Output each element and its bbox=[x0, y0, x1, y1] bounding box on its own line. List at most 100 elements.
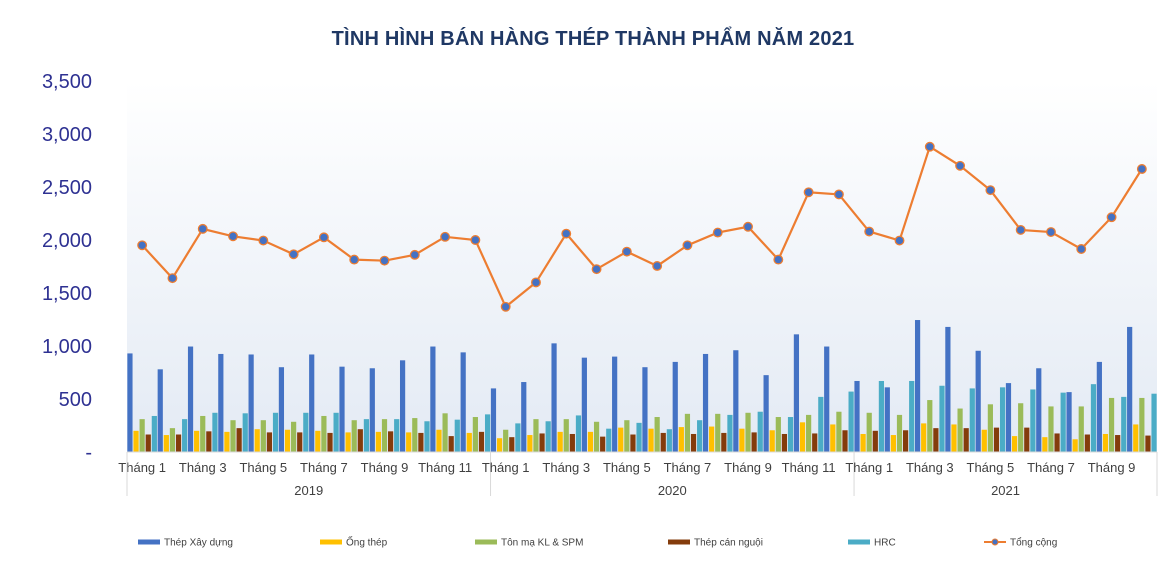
x-tick-label: Tháng 3 bbox=[542, 460, 590, 475]
bar bbox=[200, 415, 206, 452]
bar bbox=[733, 350, 739, 452]
bar bbox=[448, 436, 454, 452]
bar bbox=[182, 419, 188, 452]
x-tick-label: Tháng 11 bbox=[782, 460, 836, 475]
bar bbox=[630, 434, 636, 452]
bar bbox=[357, 429, 363, 452]
bar bbox=[248, 354, 254, 452]
total-marker bbox=[1076, 244, 1087, 254]
bar bbox=[127, 353, 133, 452]
bar bbox=[321, 415, 327, 452]
bar bbox=[684, 413, 691, 452]
bar bbox=[254, 429, 260, 452]
bar bbox=[775, 417, 781, 452]
bar bbox=[1030, 389, 1036, 452]
bar bbox=[1139, 397, 1145, 452]
bar bbox=[678, 427, 684, 452]
total-marker bbox=[682, 240, 693, 251]
total-marker bbox=[500, 301, 511, 312]
bar bbox=[363, 419, 370, 452]
y-tick-label: 2,500 bbox=[42, 177, 92, 199]
bar bbox=[375, 431, 381, 452]
bar bbox=[1018, 403, 1024, 452]
bar bbox=[187, 346, 194, 452]
bar bbox=[939, 385, 945, 452]
bar bbox=[1127, 326, 1133, 452]
x-tick-label: Tháng 7 bbox=[300, 460, 348, 475]
bar bbox=[769, 430, 775, 452]
bar bbox=[702, 353, 709, 452]
bar bbox=[412, 418, 418, 452]
bar bbox=[715, 413, 721, 452]
total-marker bbox=[197, 223, 208, 234]
year-label: 2021 bbox=[991, 483, 1020, 498]
bar bbox=[854, 380, 860, 452]
bar bbox=[793, 334, 800, 452]
bar bbox=[612, 356, 618, 452]
total-marker bbox=[591, 264, 602, 275]
bar bbox=[533, 419, 539, 452]
bar bbox=[484, 414, 491, 452]
total-marker bbox=[470, 235, 481, 245]
bar bbox=[406, 432, 412, 452]
bar bbox=[133, 430, 139, 452]
bar bbox=[218, 353, 224, 452]
bar bbox=[799, 422, 806, 452]
bar bbox=[369, 368, 375, 452]
bar bbox=[388, 431, 394, 452]
bar bbox=[697, 420, 703, 452]
bar bbox=[1078, 406, 1084, 452]
bar bbox=[890, 435, 896, 452]
bar bbox=[145, 434, 151, 452]
legend-swatch bbox=[668, 539, 690, 545]
bar bbox=[587, 431, 594, 452]
bar bbox=[763, 375, 769, 452]
bar bbox=[957, 408, 963, 452]
bar bbox=[224, 431, 230, 452]
bar bbox=[1011, 436, 1018, 452]
legend-label: Ống thép bbox=[346, 535, 388, 549]
bar bbox=[1060, 392, 1066, 452]
bar bbox=[842, 430, 848, 452]
x-tick-label: Tháng 5 bbox=[967, 460, 1015, 475]
bar bbox=[654, 417, 660, 452]
total-marker bbox=[137, 240, 148, 251]
total-marker bbox=[712, 227, 723, 238]
bar bbox=[1133, 424, 1139, 452]
bar bbox=[781, 433, 788, 452]
bar bbox=[527, 435, 533, 452]
bar bbox=[672, 361, 678, 452]
bar bbox=[600, 436, 606, 452]
bar bbox=[866, 412, 872, 452]
bar bbox=[1108, 397, 1115, 452]
bar bbox=[878, 380, 885, 452]
total-marker bbox=[924, 141, 935, 152]
bar bbox=[593, 421, 600, 452]
x-tick-label: Tháng 1 bbox=[845, 460, 893, 475]
legend-swatch-marker bbox=[991, 538, 999, 546]
bar bbox=[987, 404, 993, 452]
bar bbox=[921, 423, 927, 452]
bar bbox=[636, 422, 642, 452]
bar bbox=[460, 352, 466, 452]
bar bbox=[836, 411, 842, 452]
bar bbox=[327, 432, 333, 452]
bar bbox=[297, 432, 303, 452]
legend-swatch bbox=[138, 539, 160, 545]
y-tick-label: 2,000 bbox=[42, 230, 92, 252]
bar bbox=[896, 414, 903, 452]
total-marker bbox=[743, 221, 753, 232]
bar bbox=[1096, 361, 1102, 452]
bar bbox=[539, 433, 545, 452]
legend-swatch bbox=[475, 539, 497, 545]
bar bbox=[575, 415, 582, 452]
bar bbox=[515, 423, 521, 452]
bar bbox=[660, 432, 666, 452]
y-tick-label: 3,000 bbox=[42, 124, 92, 146]
bar bbox=[993, 427, 1000, 452]
bar bbox=[1121, 396, 1127, 452]
bar bbox=[272, 412, 279, 452]
bar bbox=[951, 424, 957, 452]
total-marker bbox=[440, 231, 451, 242]
